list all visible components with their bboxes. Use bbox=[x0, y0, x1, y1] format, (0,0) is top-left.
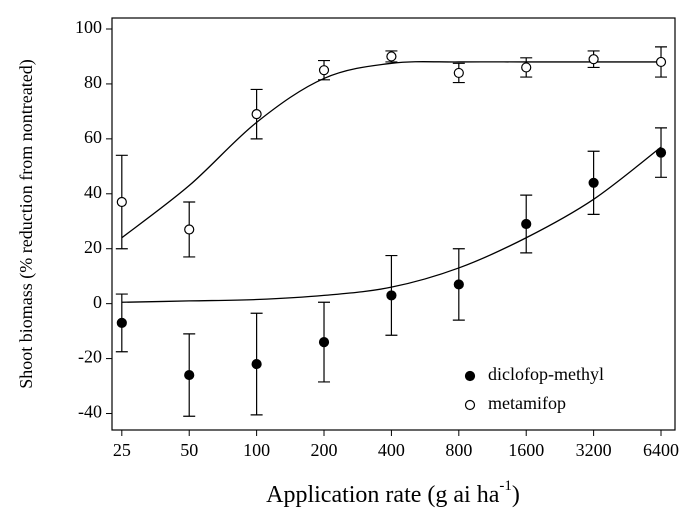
x-axis-label-end: ) bbox=[512, 482, 520, 508]
point bbox=[521, 62, 532, 73]
legend-label: diclofop-methyl bbox=[488, 364, 604, 384]
x-tick-label: 200 bbox=[311, 440, 338, 460]
point bbox=[588, 177, 599, 188]
legend-marker bbox=[464, 399, 476, 411]
fit-curve bbox=[121, 61, 662, 239]
legend-label: metamifop bbox=[488, 393, 566, 413]
point bbox=[655, 147, 667, 158]
x-axis-label-text: Application rate (g ai ha bbox=[266, 482, 500, 508]
point bbox=[116, 196, 127, 208]
y-tick-label: 0 bbox=[93, 292, 102, 312]
y-tick-label: -20 bbox=[78, 347, 102, 367]
x-tick-label: 3200 bbox=[576, 440, 612, 460]
y-tick-label: -40 bbox=[78, 402, 102, 422]
x-axis-label-sup: -1 bbox=[499, 478, 512, 494]
x-tick-label: 25 bbox=[113, 440, 131, 460]
point bbox=[453, 67, 464, 79]
point bbox=[184, 224, 195, 235]
x-tick-label: 400 bbox=[378, 440, 405, 460]
point bbox=[318, 65, 330, 76]
x-tick-label: 1600 bbox=[508, 440, 544, 460]
legend-marker bbox=[464, 370, 476, 382]
point bbox=[184, 369, 195, 381]
point bbox=[453, 279, 464, 290]
y-tick-label: 20 bbox=[84, 237, 102, 257]
point bbox=[386, 51, 397, 62]
point bbox=[251, 358, 262, 370]
point bbox=[318, 337, 330, 348]
x-tick-label: 6400 bbox=[643, 440, 679, 460]
y-axis-label: Shoot biomass (% reduction from nontreat… bbox=[16, 59, 37, 388]
y-tick-label: 80 bbox=[84, 72, 102, 92]
point bbox=[588, 54, 599, 65]
x-tick-label: 50 bbox=[180, 440, 198, 460]
point bbox=[521, 218, 532, 230]
point bbox=[655, 56, 667, 68]
y-tick-label: 100 bbox=[75, 17, 102, 37]
x-axis-label: Application rate (g ai ha-1) bbox=[266, 478, 520, 507]
point bbox=[116, 317, 127, 328]
plot-frame bbox=[111, 17, 676, 431]
x-tick-label: 100 bbox=[243, 440, 270, 460]
x-tick-label: 800 bbox=[445, 440, 472, 460]
point bbox=[386, 290, 397, 301]
point bbox=[251, 109, 262, 120]
y-tick-label: 40 bbox=[84, 182, 102, 202]
y-tick-label: 60 bbox=[84, 127, 102, 147]
